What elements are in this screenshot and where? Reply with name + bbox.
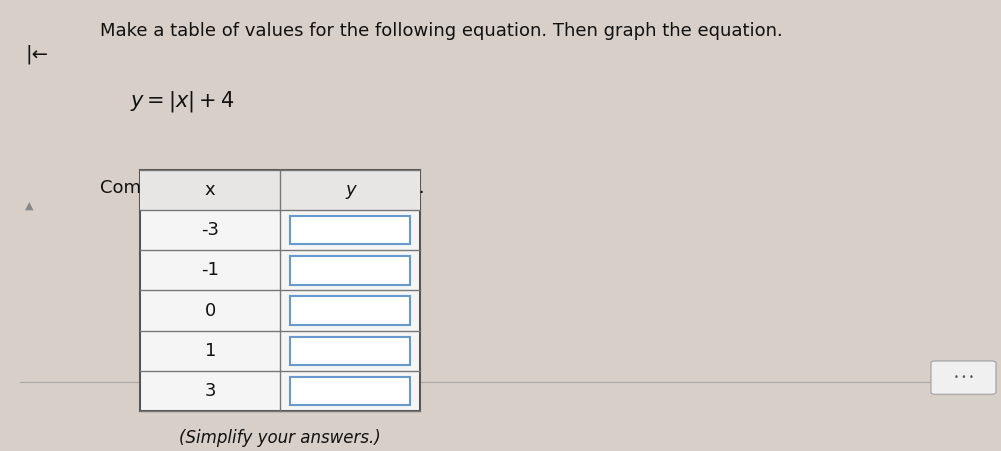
Bar (290, 296, 410, 325)
Text: -1: -1 (201, 262, 219, 279)
Bar (290, 336, 410, 365)
Text: |←: |← (25, 45, 48, 64)
Text: Complete the table of values below.: Complete the table of values below. (100, 179, 424, 197)
Bar (140, 170, 420, 210)
Text: 1: 1 (204, 342, 216, 360)
Text: y: y (345, 181, 355, 199)
Bar (290, 216, 410, 244)
Text: ▲: ▲ (25, 201, 33, 211)
Bar (140, 170, 420, 411)
Text: (Simplify your answers.): (Simplify your answers.) (179, 429, 381, 447)
Bar (290, 377, 410, 405)
Text: 0: 0 (204, 302, 216, 320)
Bar (290, 256, 410, 285)
Text: -3: -3 (201, 221, 219, 239)
Text: • • •: • • • (954, 373, 973, 382)
FancyBboxPatch shape (931, 361, 996, 394)
Text: Make a table of values for the following equation. Then graph the equation.: Make a table of values for the following… (100, 23, 783, 40)
Text: x: x (205, 181, 215, 199)
Text: 3: 3 (204, 382, 216, 400)
Text: $y = |x| + 4$: $y = |x| + 4$ (130, 89, 235, 115)
